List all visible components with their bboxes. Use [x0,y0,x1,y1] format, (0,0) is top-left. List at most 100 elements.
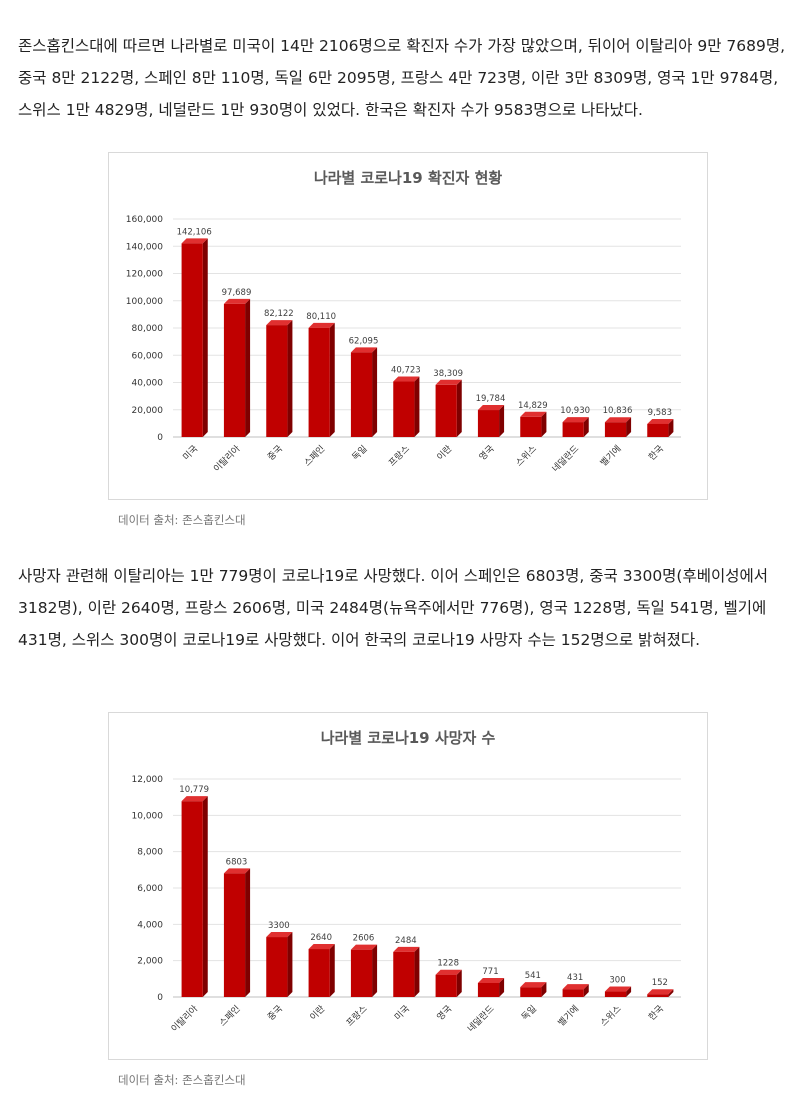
y-tick-label: 100,000 [126,297,163,307]
bar [393,946,420,997]
x-tick-label: 한국 [646,1003,665,1022]
confirmed-cases-chart-svg: 나라별 코로나19 확진자 현황 0 20,000 40,000 60,000 80,00… [126,169,681,475]
bar-front [647,423,669,437]
data-source-caption: 데이터 출처: 존스홉킨스대 [118,513,246,527]
y-tick-label: 10,000 [132,811,164,821]
x-tick-label: 스페인 [302,443,327,468]
bar-side [287,320,293,437]
bar [604,986,632,997]
bar-front [223,873,246,997]
x-tick-label: 독일 [519,1003,538,1022]
bar-side [541,411,547,437]
data-label: 97,689 [222,288,252,298]
bar-side [583,984,589,997]
bar-top [223,298,251,304]
data-label: 541 [525,971,541,981]
bar-front [562,989,584,997]
bar-top [604,986,632,992]
bar [393,376,420,437]
data-label: 771 [482,967,498,977]
data-label: 431 [567,973,583,983]
article-paragraph-deaths: 사망자 관련해 이탈리아는 1만 779명이 코로나19로 사망했다. 이어 스… [18,567,769,649]
bar-top [393,946,420,952]
bar-front [477,410,500,437]
bar [477,405,505,437]
bar [562,417,589,437]
data-label: 10,779 [179,785,209,795]
bar-front [604,991,627,997]
bar [604,417,632,437]
bar-side [456,969,462,997]
bar-side [372,944,378,997]
bar-side [245,868,251,997]
x-tick-label: 영국 [477,443,496,462]
bar-side [287,932,293,997]
bar-top [520,982,547,988]
deaths-chart: 나라별 코로나19 사망자 수 0 2,000 4,000 6,000 8,000 10,0… [108,712,708,1060]
data-label: 300 [609,976,625,986]
bar-top [350,944,378,950]
data-label: 3300 [268,921,290,931]
bar-side [202,796,208,997]
data-label: 6803 [226,857,248,867]
bar [266,320,293,437]
x-tick-label: 네덜란드 [465,1003,497,1035]
data-source-caption: 데이터 출처: 존스홉킨스대 [118,1073,246,1087]
x-tick-label: 스위스 [514,443,539,468]
bar-top [308,322,335,328]
x-tick-label: 미국 [181,443,200,462]
bar [435,379,462,437]
x-tick-label: 이란 [434,443,454,463]
bar-front [181,801,203,997]
x-tick-label: 프랑스 [386,443,412,469]
x-tick-label: 중국 [265,443,284,462]
y-tick-label: 8,000 [137,848,163,858]
bar-side [626,986,632,997]
bar [562,984,589,997]
x-tick-label: 벨기에 [556,1003,581,1028]
bar-top [350,347,378,353]
data-label: 2606 [353,934,375,944]
bar-front [308,327,330,437]
bar-front [435,384,457,437]
chart-title: 나라별 코로나19 사망자 수 [321,729,496,747]
y-tick-label: 120,000 [126,270,163,280]
y-tick-label: 20,000 [132,406,164,416]
bar-top [477,977,505,983]
bar-side [372,347,378,437]
bar-front [477,982,500,997]
y-tick-label: 160,000 [126,215,163,225]
bar [435,969,462,997]
bar [477,977,505,997]
x-tick-label: 스페인 [217,1003,242,1028]
bar-top [181,796,208,802]
bar [181,796,208,997]
bar-side [668,989,674,997]
data-label: 1228 [437,959,459,969]
article-paragraph-confirmed: 존스홉킨스대에 따르면 나라별로 미국이 14만 2106명으로 확진자 수가 … [18,37,786,119]
bar-top [604,417,632,423]
bar-top [266,320,293,326]
bar-top [647,418,674,424]
x-tick-label: 독일 [350,443,369,462]
bar-side [499,405,505,437]
data-label: 62,095 [349,336,379,346]
bar [520,411,547,437]
x-tick-label: 영국 [435,1003,454,1022]
bar-side [329,322,335,437]
bar-side [414,946,420,997]
bar-top [223,868,251,874]
bar [350,944,378,997]
bar-front [350,352,373,437]
x-tick-label: 프랑스 [344,1003,370,1029]
bar-top [520,411,547,417]
bar-side [583,417,589,437]
y-tick-label: 6,000 [137,884,163,894]
y-tick-label: 140,000 [126,242,163,252]
bar [520,982,547,997]
data-label: 9,583 [648,408,672,418]
bar-front [562,422,584,437]
bar [181,238,208,437]
bar-front [350,949,373,997]
y-tick-label: 4,000 [137,920,163,930]
